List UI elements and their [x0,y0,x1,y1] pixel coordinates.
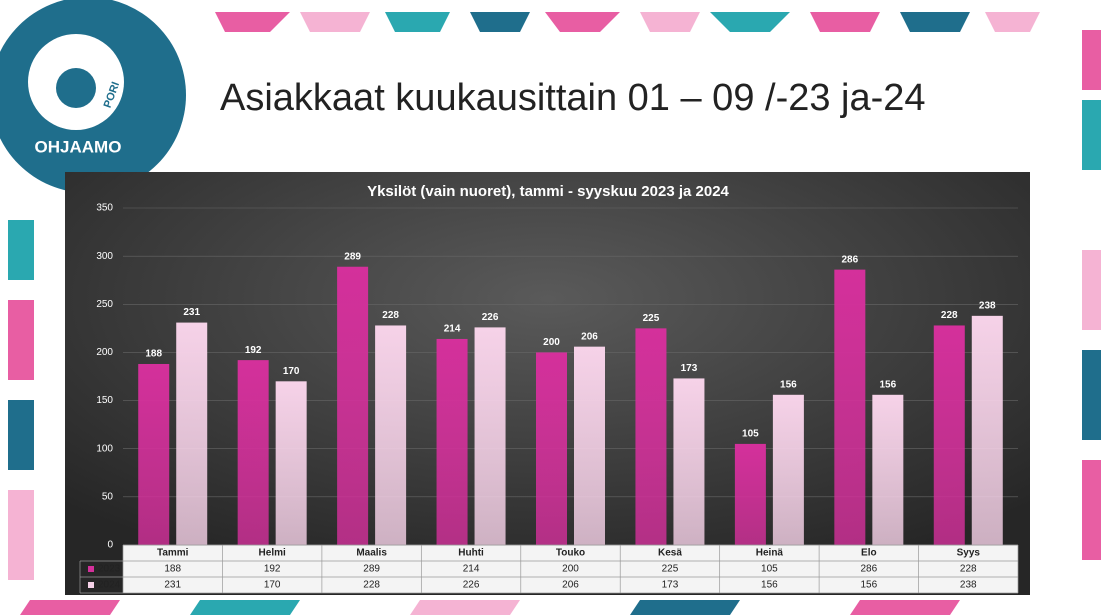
data-label: 226 [482,312,499,323]
table-cell: 228 [960,564,977,575]
bar [635,328,667,545]
table-cell: 286 [860,564,877,575]
y-tick-label: 200 [96,347,113,358]
bar [574,346,605,545]
y-tick-label: 100 [96,443,113,454]
bar [275,381,307,545]
y-tick-label: 50 [102,491,114,502]
bar [933,325,965,545]
x-tick-label: Kesä [658,548,682,559]
data-label: 156 [879,379,896,390]
x-tick-label: Huhti [458,548,484,559]
table-cell: 238 [960,580,977,591]
x-tick-label: Helmi [259,548,286,559]
data-label: 206 [581,331,598,342]
bar [375,325,407,545]
data-label: 192 [245,345,262,356]
legend-label: 2024 [98,580,121,591]
y-tick-label: 0 [107,540,113,551]
data-table [123,545,1018,593]
x-tick-label: Touko [556,548,585,559]
x-tick-label: Elo [861,548,877,559]
y-tick-label: 250 [96,299,113,310]
data-label: 289 [344,251,361,262]
legend-swatch [88,582,94,588]
bar [536,352,567,545]
table-cell: 206 [562,580,579,591]
table-cell: 200 [562,564,579,575]
data-label: 286 [841,254,858,265]
logo: OHJAAMO PORI [0,0,186,193]
bar [734,443,766,545]
legend-swatch [88,566,94,572]
bar [176,322,208,545]
data-label: 225 [643,313,660,324]
bar [971,315,1003,545]
bar [474,327,506,545]
data-label: 173 [681,363,698,374]
data-label: 156 [780,379,797,390]
bar [673,378,705,545]
table-cell: 170 [264,580,281,591]
data-label: 214 [444,324,461,335]
bar [436,338,468,545]
data-label: 170 [283,366,300,377]
y-tick-label: 300 [96,251,113,262]
x-tick-label: Maalis [356,548,387,559]
table-cell: 214 [463,564,480,575]
x-tick-label: Tammi [157,548,189,559]
data-label: 228 [382,310,399,321]
table-cell: 156 [761,580,778,591]
bar [872,394,904,545]
data-label: 231 [183,307,200,318]
legend-label: 2023 [98,564,121,575]
table-cell: 188 [164,564,181,575]
table-cell: 289 [363,564,380,575]
table-cell: 226 [463,580,480,591]
table-cell: 225 [662,564,679,575]
chart-title: Yksilöt (vain nuoret), tammi - syyskuu 2… [367,183,729,200]
table-cell: 105 [761,564,778,575]
y-tick-label: 350 [96,203,113,214]
bar [138,363,170,545]
bar [772,394,804,545]
table-cell: 173 [662,580,679,591]
table-cell: 228 [363,580,380,591]
table-cell: 231 [164,580,181,591]
x-tick-label: Syys [957,548,981,559]
table-cell: 156 [860,580,877,591]
bar [237,360,269,545]
slide-title: Asiakkaat kuukausittain 01 – 09 /-23 ja-… [220,77,926,119]
data-label: 200 [543,337,560,348]
data-label: 238 [979,300,996,311]
bar [337,266,369,545]
table-cell: 192 [264,564,281,575]
y-tick-label: 150 [96,395,113,406]
data-label: 188 [145,349,162,360]
data-label: 105 [742,429,759,440]
bar [834,269,866,545]
logo-name: OHJAAMO [35,137,122,156]
data-label: 228 [941,310,958,321]
x-tick-label: Heinä [756,548,784,559]
